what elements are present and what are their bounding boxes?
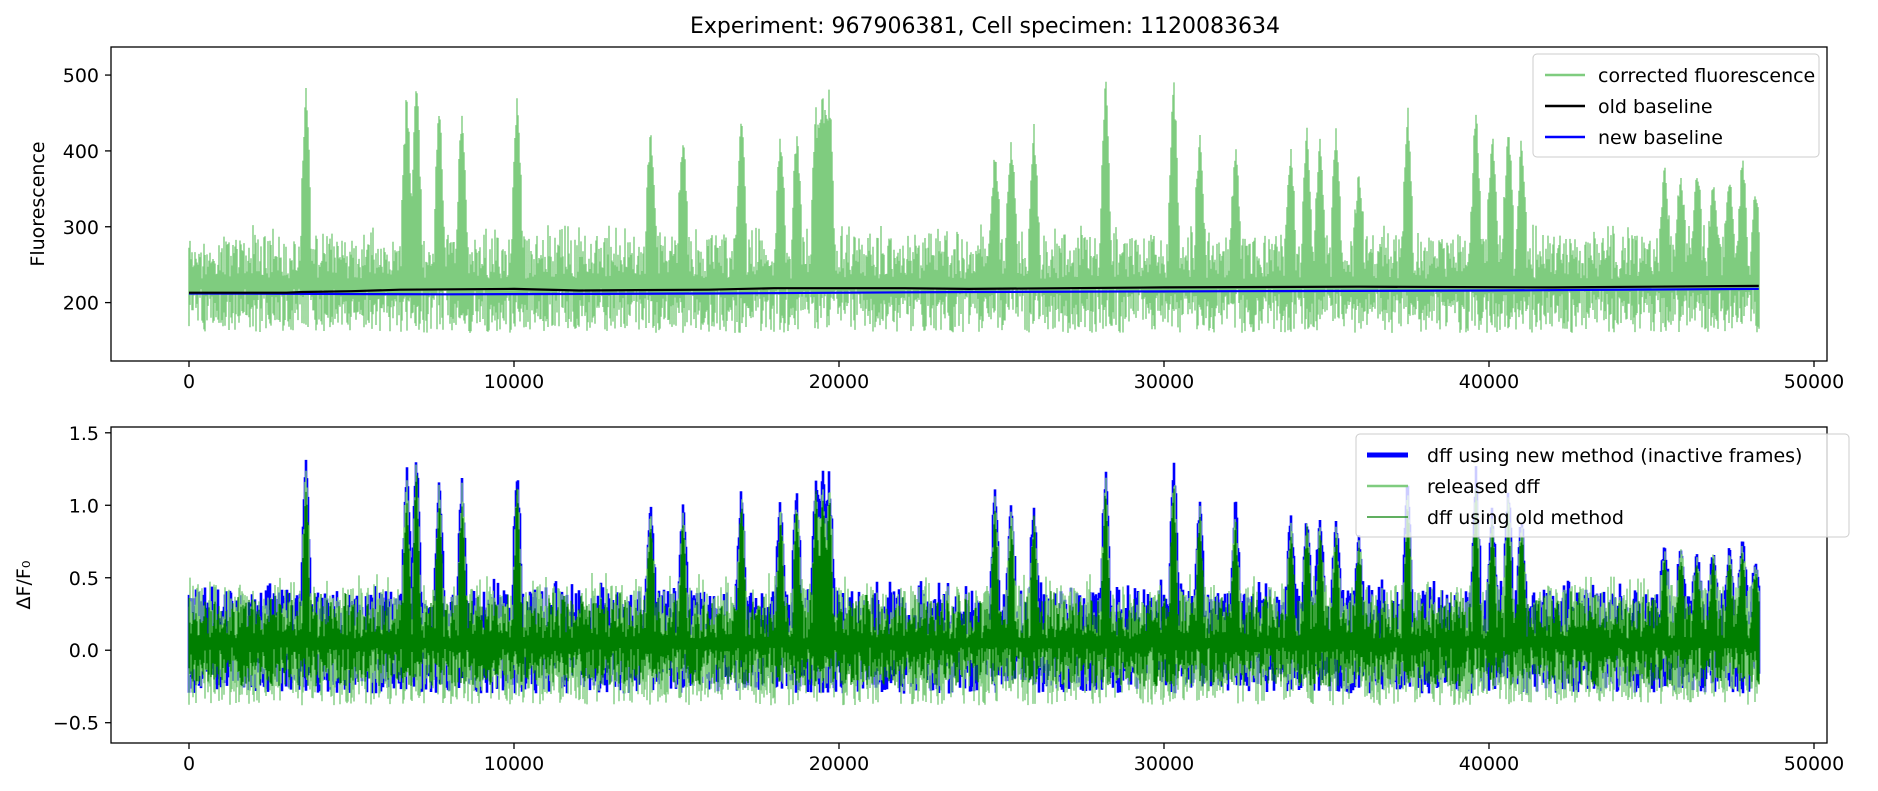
fluorescence-plot-area (188, 81, 1760, 333)
y-tick-label: 400 (63, 141, 99, 163)
legend-label-new-baseline: new baseline (1598, 127, 1723, 149)
x-tick-label: 20000 (809, 753, 869, 775)
y-tick-label: 300 (63, 217, 99, 239)
y-tick-label: 1.0 (69, 495, 99, 517)
x-tick-label: 10000 (484, 371, 544, 393)
x-tick-label: 0 (183, 371, 195, 393)
fluorescence-y-axis-label: Fluorescence (27, 141, 49, 266)
legend-label-corrected-fluorescence: corrected fluorescence (1598, 65, 1815, 87)
dff-plot-area (187, 459, 1761, 706)
dff-axes-frame (110, 426, 1828, 744)
legend-label-dff-new-method: dff using new method (inactive frames) (1427, 445, 1802, 467)
dff-legend-box (1355, 433, 1850, 538)
y-tick-label: 200 (63, 293, 99, 315)
legend-label-dff-old-method: dff using old method (1427, 507, 1624, 529)
series-old-baseline (189, 284, 1759, 294)
x-tick-label: 30000 (1134, 371, 1194, 393)
dff-panel: −0.5 0.0 0.5 1.0 1.5 0 10000 20000 30000 40000 50… (13, 423, 1850, 775)
y-tick-label: 0.5 (69, 568, 99, 590)
y-tick-label: 1.5 (69, 423, 99, 445)
x-tick-label: 50000 (1784, 371, 1844, 393)
dff-y-ticks: −0.5 0.0 0.5 1.0 1.5 (53, 423, 111, 735)
figure-title: Experiment: 967906381, Cell specimen: 11… (690, 14, 1280, 39)
x-tick-label: 40000 (1459, 371, 1519, 393)
legend-label-released-dff: released dff (1427, 476, 1540, 498)
fluorescence-legend: corrected fluorescence old baseline new … (1532, 53, 1820, 158)
x-tick-label: 0 (183, 753, 195, 775)
dff-y-axis-label: ΔF/F₀ (13, 561, 35, 610)
x-tick-label: 40000 (1459, 753, 1519, 775)
y-tick-label: 0.0 (69, 640, 99, 662)
fluorescence-y-ticks: 200 300 400 500 (63, 65, 111, 315)
legend-label-old-baseline: old baseline (1598, 96, 1713, 118)
x-tick-label: 10000 (484, 753, 544, 775)
x-tick-label: 30000 (1134, 753, 1194, 775)
x-tick-label: 50000 (1784, 753, 1844, 775)
fluorescence-legend-box (1532, 53, 1820, 158)
fluorescence-x-ticks: 0 10000 20000 30000 40000 50000 (183, 361, 1844, 393)
dff-x-ticks: 0 10000 20000 30000 40000 50000 (183, 743, 1844, 775)
y-tick-label: 500 (63, 65, 99, 87)
fluorescence-axes-frame (110, 46, 1828, 362)
series-new-baseline (188, 287, 1759, 296)
y-tick-label: −0.5 (53, 713, 99, 735)
x-tick-label: 20000 (809, 371, 869, 393)
dff-legend: dff using new method (inactive frames) r… (1355, 433, 1850, 538)
series-dff-old-method (188, 475, 1760, 687)
